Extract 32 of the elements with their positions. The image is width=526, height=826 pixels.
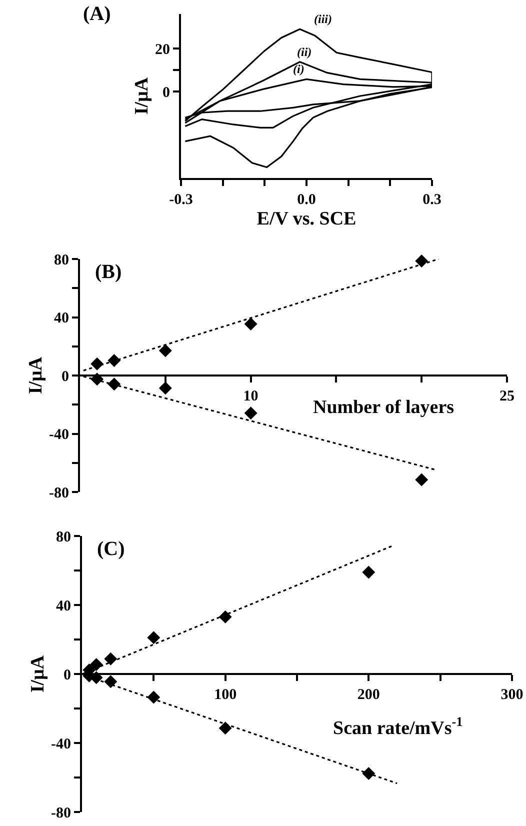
x-tick-label: -0.3: [169, 192, 193, 208]
x-axis-title: E/V vs. SCE: [256, 208, 356, 230]
y-axis-title: I/μA: [131, 77, 152, 115]
y-tick-label: -80: [49, 485, 69, 502]
chart-title: (A): [83, 3, 111, 25]
y-tick-label: -80: [51, 805, 71, 822]
chart-title: (B): [95, 261, 122, 283]
y-tick-label: 20: [155, 42, 170, 58]
x-axis-title: Scan rate/mVs$^{-1}$: [333, 714, 463, 739]
x-axis-title: Number of layers: [313, 397, 454, 418]
x-tick-label: 0.3: [422, 192, 442, 208]
y-tick-label: 0: [162, 84, 170, 101]
y-tick-label: 80: [56, 529, 71, 546]
x-tick-label: 25: [500, 388, 514, 404]
x-tick-label: 0.0: [297, 192, 316, 208]
y-tick-label: 40: [56, 598, 71, 614]
y-tick-label: 0: [62, 368, 69, 385]
y-axis-title: I/μA: [27, 655, 48, 693]
x-tick-label: 100: [214, 687, 237, 703]
y-tick-label: 40: [54, 310, 69, 326]
y-tick-label: -40: [49, 427, 69, 443]
annotation: (i): [293, 62, 304, 76]
y-axis-title: I/μA: [25, 356, 46, 394]
x-tick-label: 300: [500, 687, 524, 703]
x-tick-label: 10: [243, 388, 258, 404]
chart-title: (C): [97, 538, 125, 560]
annotation: (iii): [314, 12, 332, 26]
x-tick-label: 200: [357, 687, 380, 703]
y-tick-label: 0: [64, 667, 71, 684]
y-tick-label: 80: [54, 252, 69, 268]
y-tick-label: -40: [51, 736, 71, 752]
annotation: (ii): [297, 45, 312, 59]
